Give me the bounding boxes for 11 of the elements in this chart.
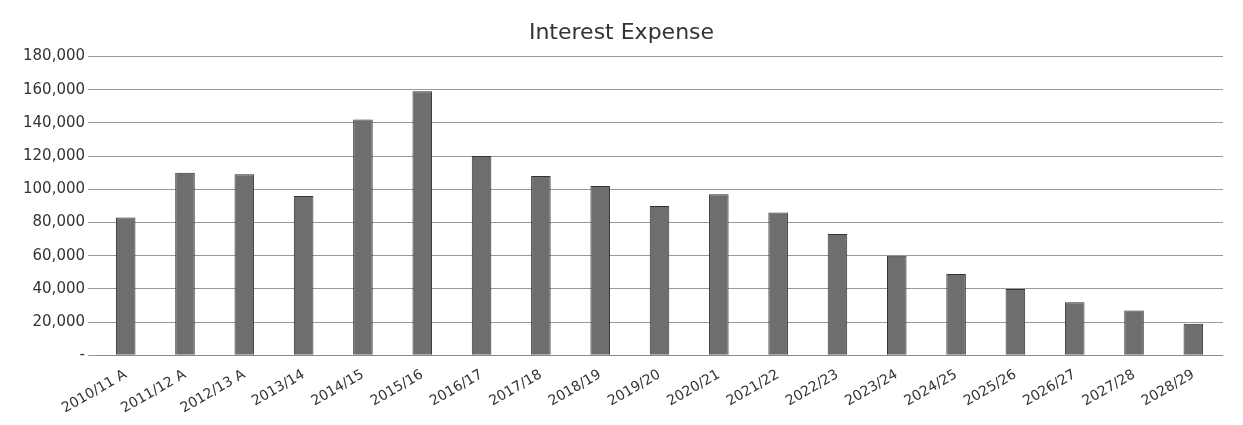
y-tick-label: - — [79, 345, 86, 364]
y-tick-label: 140,000 — [23, 112, 86, 131]
y-tick-label: 100,000 — [23, 179, 86, 198]
y-tick-label: 60,000 — [32, 245, 86, 264]
y-tick-label: 120,000 — [23, 145, 86, 164]
y-tick-label: 180,000 — [23, 46, 86, 65]
y-tick-label: 80,000 — [32, 212, 86, 231]
chart-title: Interest Expense — [528, 18, 715, 44]
y-tick-label: 20,000 — [32, 312, 86, 331]
y-tick-label: 40,000 — [32, 278, 86, 297]
y-tick-label: 160,000 — [23, 79, 86, 98]
